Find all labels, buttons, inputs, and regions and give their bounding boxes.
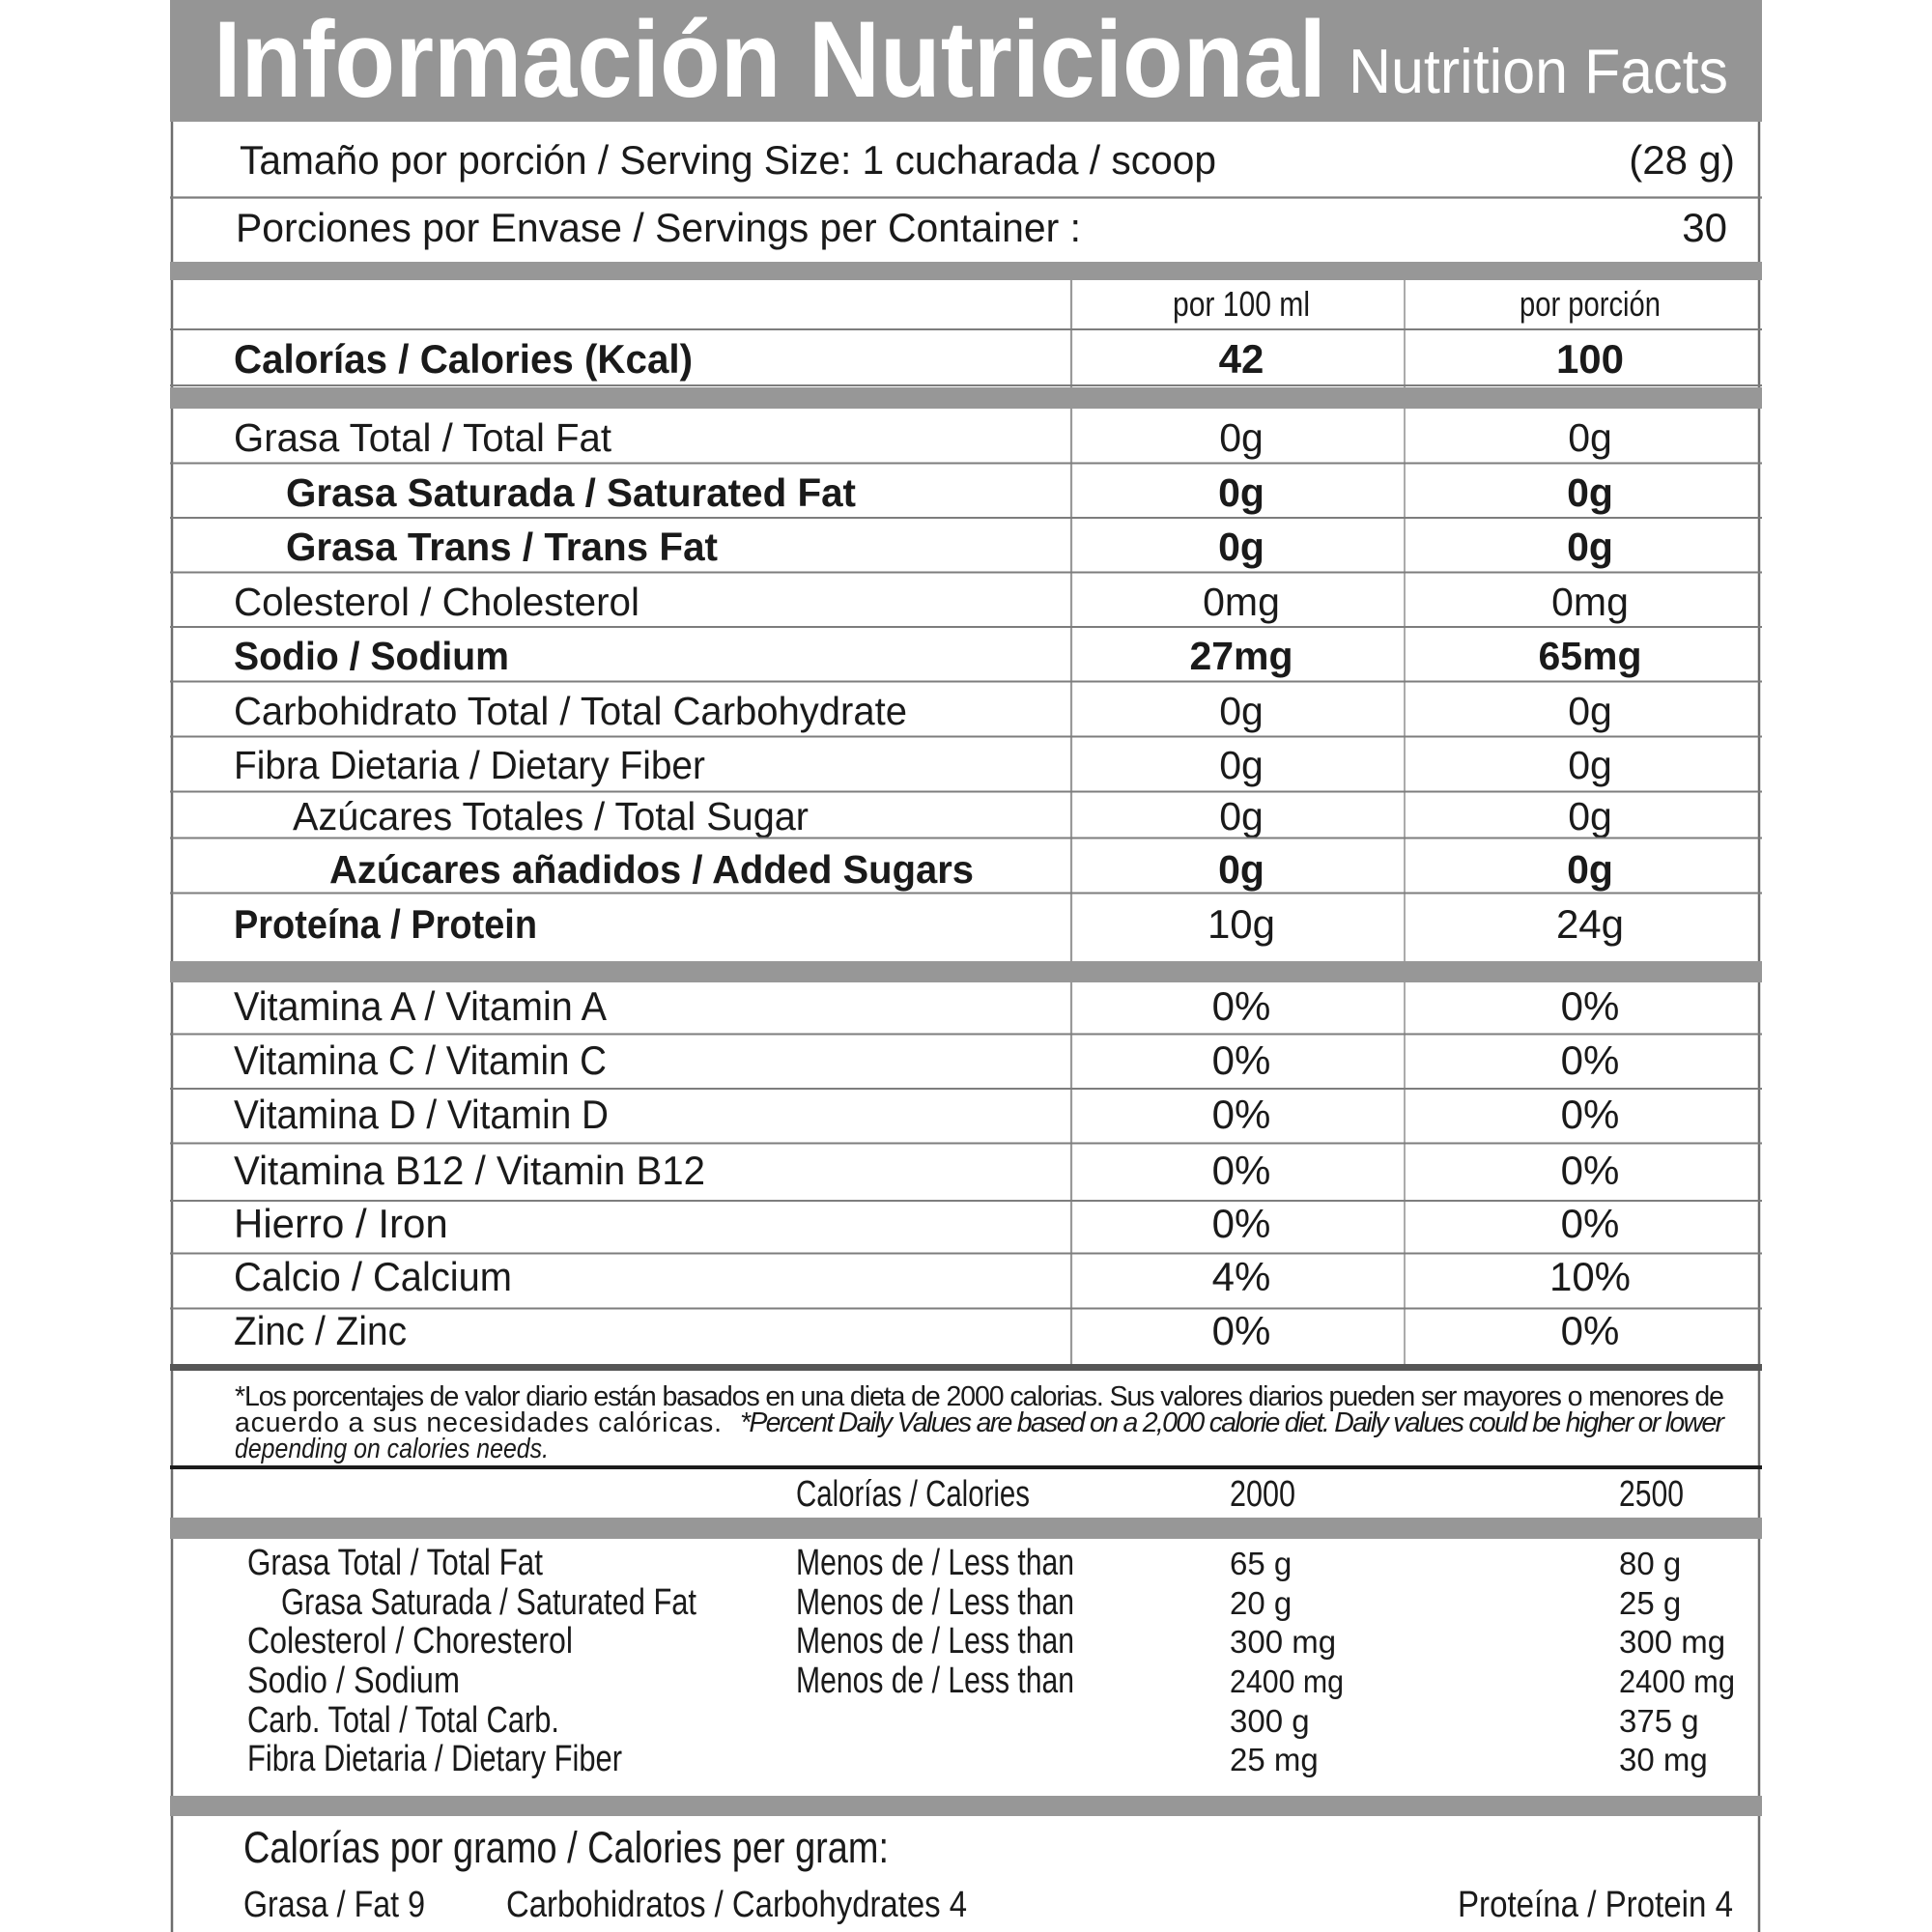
svg-text:0%: 0% xyxy=(1212,1037,1271,1083)
svg-text:*Los porcentajes de valor diar: *Los porcentajes de valor diario están b… xyxy=(235,1381,1724,1412)
svg-text:Fibra Dietaria / Dietary Fiber: Fibra Dietaria / Dietary Fiber xyxy=(247,1739,622,1779)
svg-text:Sodio / Sodium: Sodio / Sodium xyxy=(247,1661,460,1701)
svg-text:0g: 0g xyxy=(1568,689,1612,733)
svg-text:10%: 10% xyxy=(1549,1254,1631,1299)
svg-text:0%: 0% xyxy=(1561,1308,1620,1353)
svg-text:0g: 0g xyxy=(1218,470,1264,515)
svg-text:Calorías / Calories (Kcal): Calorías / Calories (Kcal) xyxy=(234,336,693,382)
svg-text:27mg: 27mg xyxy=(1189,634,1293,678)
svg-text:80 g: 80 g xyxy=(1619,1546,1681,1581)
svg-text:Menos de / Less than: Menos de / Less than xyxy=(796,1543,1074,1583)
svg-text:65 g: 65 g xyxy=(1230,1546,1292,1581)
svg-text:Grasa Trans / Trans Fat: Grasa Trans / Trans Fat xyxy=(286,525,718,569)
svg-text:0mg: 0mg xyxy=(1551,580,1629,624)
svg-text:Grasa Saturada / Saturated Fat: Grasa Saturada / Saturated Fat xyxy=(281,1582,696,1623)
svg-text:Grasa Total / Total Fat: Grasa Total / Total Fat xyxy=(247,1543,543,1583)
svg-text:Colesterol / Choresterol: Colesterol / Choresterol xyxy=(247,1621,573,1662)
svg-text:300 mg: 300 mg xyxy=(1230,1624,1336,1660)
svg-text:Grasa Total / Total Fat: Grasa Total / Total Fat xyxy=(234,415,612,460)
svg-text:Azúcares añadidos / Added Suga: Azúcares añadidos / Added Sugars xyxy=(329,847,974,892)
svg-text:por 100 ml: por 100 ml xyxy=(1173,284,1310,324)
svg-text:Fibra Dietaria / Dietary Fiber: Fibra Dietaria / Dietary Fiber xyxy=(234,743,705,787)
svg-text:0g: 0g xyxy=(1219,689,1264,733)
svg-text:0mg: 0mg xyxy=(1203,580,1280,624)
svg-text:0g: 0g xyxy=(1567,470,1613,515)
svg-text:Calcio / Calcium: Calcio / Calcium xyxy=(234,1254,512,1299)
svg-text:30 mg: 30 mg xyxy=(1619,1742,1708,1777)
svg-text:10g: 10g xyxy=(1208,901,1275,947)
svg-text:Menos de / Less than: Menos de / Less than xyxy=(796,1661,1074,1701)
svg-text:20 g: 20 g xyxy=(1230,1585,1292,1621)
svg-text:30: 30 xyxy=(1682,205,1727,250)
svg-text:0g: 0g xyxy=(1568,743,1612,787)
svg-text:Vitamina A / Vitamin A: Vitamina A / Vitamin A xyxy=(234,983,607,1029)
svg-text:25 g: 25 g xyxy=(1619,1585,1681,1621)
svg-text:depending on calories needs.: depending on calories needs. xyxy=(235,1434,549,1464)
svg-text:0g: 0g xyxy=(1219,415,1264,460)
svg-text:0g: 0g xyxy=(1219,794,1264,838)
svg-text:0%: 0% xyxy=(1212,1092,1271,1137)
svg-text:Calorías / Calories: Calorías / Calories xyxy=(796,1474,1030,1515)
svg-text:Hierro / Iron: Hierro / Iron xyxy=(234,1201,448,1246)
svg-text:Sodio / Sodium: Sodio / Sodium xyxy=(234,634,509,678)
svg-text:*Percent Daily Values are base: *Percent Daily Values are based on a 2,0… xyxy=(740,1407,1726,1438)
svg-text:0g: 0g xyxy=(1567,525,1613,569)
svg-text:0%: 0% xyxy=(1561,1037,1620,1083)
svg-text:Porciones por Envase / Serving: Porciones por Envase / Servings per Cont… xyxy=(236,205,1081,250)
svg-text:Grasa Saturada / Saturated Fat: Grasa Saturada / Saturated Fat xyxy=(286,470,856,515)
svg-text:Menos de / Less than: Menos de / Less than xyxy=(796,1621,1074,1662)
svg-text:Calorías por gramo / Calories: Calorías por gramo / Calories per gram: xyxy=(243,1823,889,1872)
svg-text:0%: 0% xyxy=(1561,1148,1620,1193)
svg-text:0%: 0% xyxy=(1212,983,1271,1029)
svg-text:0g: 0g xyxy=(1568,794,1612,838)
svg-text:2000: 2000 xyxy=(1230,1474,1295,1515)
svg-text:0%: 0% xyxy=(1561,983,1620,1029)
svg-text:Grasa / Fat 9: Grasa / Fat 9 xyxy=(243,1885,425,1925)
svg-text:Colesterol / Cholesterol: Colesterol / Cholesterol xyxy=(234,580,639,624)
svg-text:0%: 0% xyxy=(1561,1201,1620,1246)
svg-text:Nutrition Facts: Nutrition Facts xyxy=(1349,36,1728,106)
svg-text:Información Nutricional: Información Nutricional xyxy=(213,0,1326,120)
svg-text:Vitamina C / Vitamin C: Vitamina C / Vitamin C xyxy=(234,1037,607,1083)
svg-text:Azúcares Totales / Total Sugar: Azúcares Totales / Total Sugar xyxy=(293,794,809,838)
svg-text:Menos de / Less than: Menos de / Less than xyxy=(796,1582,1074,1623)
svg-text:25 mg: 25 mg xyxy=(1230,1742,1319,1777)
svg-text:4%: 4% xyxy=(1212,1254,1271,1299)
svg-text:2400 mg: 2400 mg xyxy=(1230,1663,1344,1699)
svg-text:0g: 0g xyxy=(1568,415,1612,460)
svg-text:Carb. Total / Total Carb.: Carb. Total / Total Carb. xyxy=(247,1700,559,1741)
svg-text:Carbohidratos / Carbohydrates: Carbohidratos / Carbohydrates 4 xyxy=(506,1885,967,1925)
svg-text:(28 g): (28 g) xyxy=(1629,137,1735,183)
svg-text:100: 100 xyxy=(1556,336,1624,382)
svg-text:Proteína / Protein 4: Proteína / Protein 4 xyxy=(1458,1885,1733,1925)
svg-text:0g: 0g xyxy=(1218,847,1264,892)
svg-text:2400 mg: 2400 mg xyxy=(1619,1663,1735,1699)
svg-text:65mg: 65mg xyxy=(1538,634,1641,678)
svg-text:0g: 0g xyxy=(1219,743,1264,787)
svg-text:Proteína / Protein: Proteína / Protein xyxy=(234,901,537,947)
svg-text:Vitamina B12 / Vitamin B12: Vitamina B12 / Vitamin B12 xyxy=(234,1148,705,1193)
svg-text:375 g: 375 g xyxy=(1619,1703,1699,1739)
svg-text:0g: 0g xyxy=(1567,847,1613,892)
svg-text:42: 42 xyxy=(1219,336,1264,382)
svg-text:Vitamina D / Vitamin D: Vitamina D / Vitamin D xyxy=(234,1092,609,1137)
svg-text:0%: 0% xyxy=(1212,1148,1271,1193)
svg-text:24g: 24g xyxy=(1556,901,1624,947)
svg-text:2500: 2500 xyxy=(1619,1474,1684,1515)
svg-text:0%: 0% xyxy=(1212,1201,1271,1246)
svg-text:0%: 0% xyxy=(1212,1308,1271,1353)
svg-text:Zinc / Zinc: Zinc / Zinc xyxy=(234,1308,407,1353)
svg-text:acuerdo a sus necesidades caló: acuerdo a sus necesidades calóricas. xyxy=(235,1407,722,1438)
svg-text:por porción: por porción xyxy=(1520,284,1661,324)
svg-text:300 mg: 300 mg xyxy=(1619,1624,1725,1660)
svg-text:0g: 0g xyxy=(1218,525,1264,569)
svg-text:Carbohidrato Total / Total Car: Carbohidrato Total / Total Carbohydrate xyxy=(234,689,907,733)
svg-text:0%: 0% xyxy=(1561,1092,1620,1137)
svg-text:Tamaño por porción / Serving S: Tamaño por porción / Serving Size: 1 cuc… xyxy=(240,137,1216,183)
svg-text:300 g: 300 g xyxy=(1230,1703,1310,1739)
